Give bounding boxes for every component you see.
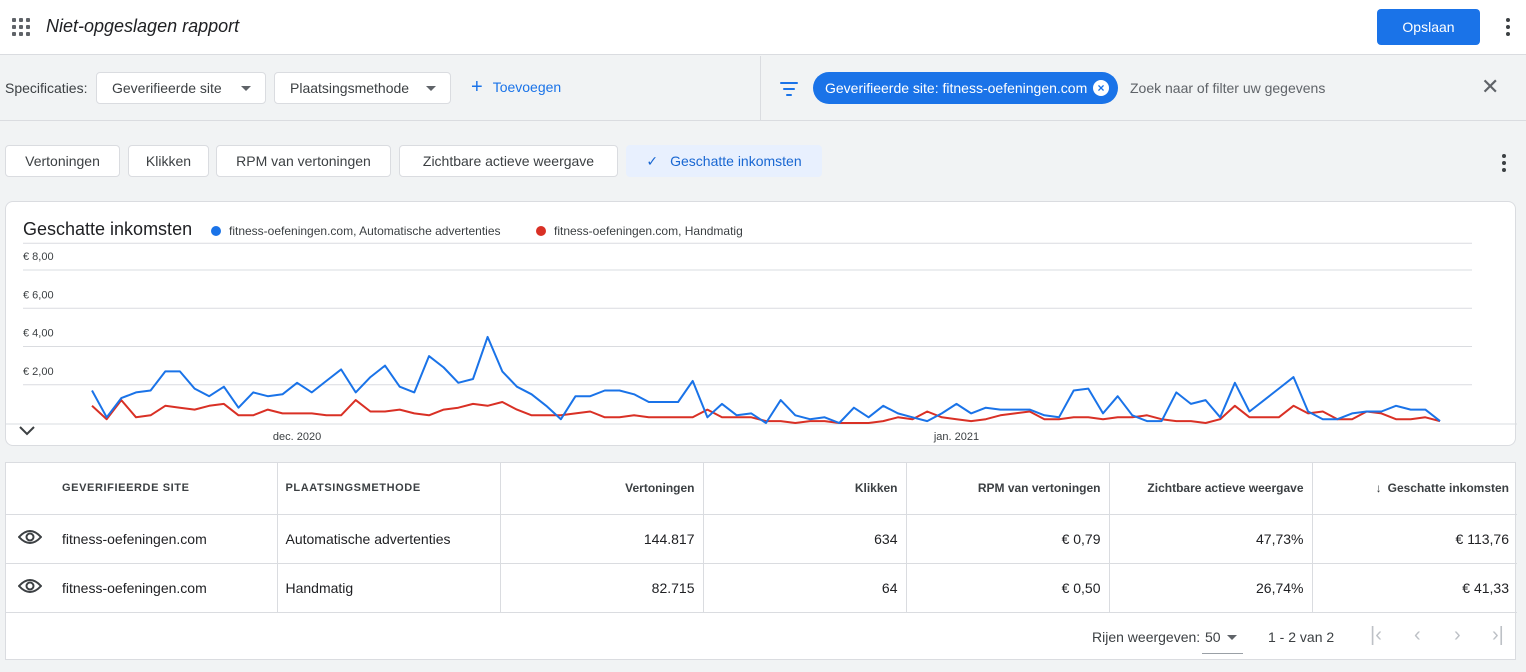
- table-row: fitness-oefeningen.com Handmatig 82.715 …: [6, 563, 1517, 613]
- close-icon[interactable]: ✕: [1481, 74, 1500, 99]
- filter-bar: Specificaties: Geverifieerde site Plaats…: [0, 56, 1526, 121]
- legend-label: fitness-oefeningen.com, Automatische adv…: [229, 224, 501, 238]
- column-header-inkomsten[interactable]: ↓ Geschatte inkomsten: [1312, 463, 1517, 515]
- cell-vertoningen: 82.715: [500, 563, 704, 613]
- cell-inkomsten: € 41,33: [1312, 563, 1517, 613]
- series-line-manual: [91, 399, 1441, 424]
- active-filter-chip[interactable]: Geverifieerde site: fitness-oefeningen.c…: [813, 72, 1118, 104]
- add-dimension-button[interactable]: + Toevoegen: [471, 76, 562, 98]
- eye-icon: [17, 579, 43, 593]
- y-tick-label: € 4,00: [23, 328, 54, 340]
- table-row: fitness-oefeningen.com Automatische adve…: [6, 514, 1517, 564]
- cell-site: fitness-oefeningen.com: [54, 514, 278, 564]
- column-header-zichtbare[interactable]: Zichtbare actieve weergave: [1109, 463, 1313, 515]
- metric-tab-geschatte-inkomsten[interactable]: ✓ Geschatte inkomsten: [626, 145, 822, 177]
- metrics-more-icon[interactable]: [1502, 154, 1506, 172]
- more-options-icon[interactable]: [1506, 18, 1510, 36]
- y-tick-label: € 2,00: [23, 366, 54, 378]
- data-table-card: Geverifieerde site Plaatsingsmethode Ver…: [5, 462, 1517, 660]
- plus-icon: +: [471, 76, 483, 98]
- caret-down-icon: [426, 86, 436, 91]
- data-table: Geverifieerde site Plaatsingsmethode Ver…: [6, 463, 1517, 613]
- specifications-label: Specificaties:: [5, 80, 88, 96]
- x-tick-label: dec. 2020: [273, 431, 321, 443]
- chip-remove-icon[interactable]: ×: [1093, 80, 1109, 96]
- divider: [760, 56, 761, 121]
- page-range: 1 - 2 van 2: [1268, 629, 1335, 645]
- previous-page-icon[interactable]: ‹: [1414, 624, 1421, 646]
- report-title: Niet-opgeslagen rapport: [46, 16, 240, 36]
- last-page-icon[interactable]: ›|: [1492, 624, 1504, 646]
- pagination-bar: Rijen weergeven: 50 1 - 2 van 2 |‹ ‹ › ›…: [6, 613, 1517, 659]
- apps-grid-icon[interactable]: [12, 18, 30, 36]
- metric-tab-vertoningen[interactable]: Vertoningen: [5, 145, 120, 177]
- rows-per-page-select[interactable]: 50: [1205, 629, 1221, 645]
- chart-card: Geschatte inkomsten fitness-oefeningen.c…: [5, 201, 1517, 446]
- metric-label: Geschatte inkomsten: [670, 153, 802, 169]
- column-header-rpm[interactable]: RPM van vertoningen: [906, 463, 1110, 515]
- top-bar: Niet-opgeslagen rapport Opslaan: [0, 0, 1526, 55]
- column-header-klikken[interactable]: Klikken: [703, 463, 907, 515]
- metric-label: RPM van vertoningen: [236, 153, 371, 169]
- check-icon: ✓: [646, 152, 659, 169]
- cell-placement: Handmatig: [277, 563, 501, 613]
- metric-label: Vertoningen: [25, 153, 100, 169]
- cell-klikken: 634: [703, 514, 907, 564]
- y-tick-label: € 8,00: [23, 251, 54, 263]
- chip-label: Geverifieerde site: fitness-oefeningen.c…: [825, 80, 1088, 96]
- filter-icon[interactable]: [780, 82, 798, 96]
- first-page-icon[interactable]: |‹: [1370, 624, 1382, 646]
- cell-placement: Automatische advertenties: [277, 514, 501, 564]
- dimension-dropdown-site[interactable]: Geverifieerde site: [96, 72, 266, 104]
- visibility-toggle[interactable]: [6, 514, 54, 564]
- y-tick-label: € 6,00: [23, 289, 54, 301]
- cell-zichtbare: 26,74%: [1109, 563, 1313, 613]
- column-header-placement[interactable]: Plaatsingsmethode: [277, 463, 501, 515]
- save-button[interactable]: Opslaan: [1377, 9, 1480, 45]
- select-underline: [1202, 653, 1243, 654]
- caret-down-icon[interactable]: [1227, 635, 1237, 640]
- line-chart: € 2,00 € 4,00 € 6,00 € 8,00 dec. 2020 jan. 20…: [6, 242, 1517, 443]
- filter-search-input[interactable]: Zoek naar of filter uw gegevens: [1130, 80, 1326, 96]
- chevron-down-icon[interactable]: [18, 425, 36, 437]
- dropdown-label: Plaatsingsmethode: [290, 80, 410, 96]
- caret-down-icon: [241, 86, 251, 91]
- metric-label: Klikken: [145, 153, 192, 169]
- visibility-toggle[interactable]: [6, 563, 54, 613]
- chart-title: Geschatte inkomsten: [23, 219, 193, 239]
- table-header-row: Geverifieerde site Plaatsingsmethode Ver…: [6, 463, 1517, 515]
- legend-dot-blue: [211, 226, 221, 236]
- add-label: Toevoegen: [492, 79, 562, 95]
- metric-tab-klikken[interactable]: Klikken: [128, 145, 209, 177]
- eye-icon: [17, 530, 43, 544]
- legend-dot-red: [536, 226, 546, 236]
- metric-tab-zichtbare-weergave[interactable]: Zichtbare actieve weergave: [399, 145, 618, 177]
- series-line-auto: [91, 335, 1441, 424]
- legend-item-auto[interactable]: fitness-oefeningen.com, Automatische adv…: [211, 224, 501, 238]
- cell-site: fitness-oefeningen.com: [54, 563, 278, 613]
- column-header-vertoningen[interactable]: Vertoningen: [500, 463, 704, 515]
- metric-label: Zichtbare actieve weergave: [422, 153, 595, 169]
- legend-label: fitness-oefeningen.com, Handmatig: [554, 224, 743, 238]
- sort-down-arrow-icon: ↓: [1375, 481, 1382, 496]
- cell-vertoningen: 144.817: [500, 514, 704, 564]
- cell-rpm: € 0,79: [906, 514, 1110, 564]
- cell-klikken: 64: [703, 563, 907, 613]
- next-page-icon[interactable]: ›: [1454, 624, 1461, 646]
- x-tick-label: jan. 2021: [933, 431, 979, 443]
- column-header-site[interactable]: Geverifieerde site: [54, 463, 278, 515]
- cell-inkomsten: € 113,76: [1312, 514, 1517, 564]
- header-spacer: [6, 463, 54, 515]
- dropdown-label: Geverifieerde site: [112, 80, 222, 96]
- rows-per-page-label: Rijen weergeven:: [1092, 629, 1201, 645]
- cell-rpm: € 0,50: [906, 563, 1110, 613]
- metric-tab-rpm[interactable]: RPM van vertoningen: [216, 145, 391, 177]
- cell-zichtbare: 47,73%: [1109, 514, 1313, 564]
- dimension-dropdown-placement[interactable]: Plaatsingsmethode: [274, 72, 451, 104]
- legend-item-manual[interactable]: fitness-oefeningen.com, Handmatig: [536, 224, 743, 238]
- column-header-label: Geschatte inkomsten: [1387, 481, 1509, 496]
